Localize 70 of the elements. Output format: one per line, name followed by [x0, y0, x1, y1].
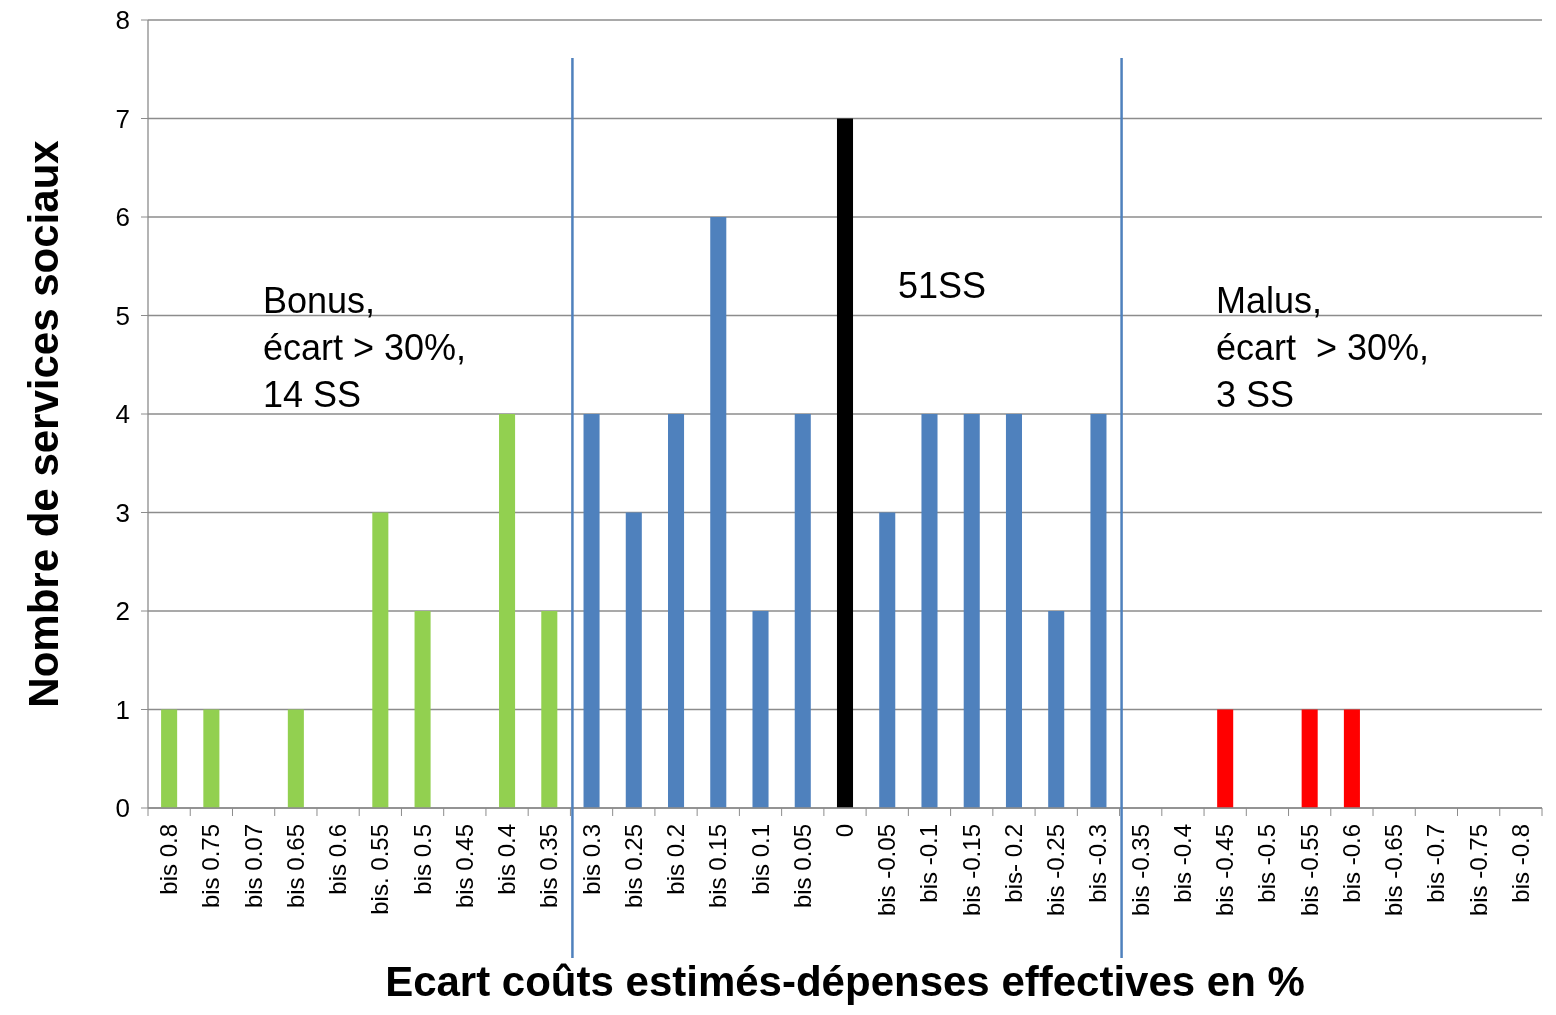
x-tick-label: bis -0.05: [873, 824, 901, 917]
bar: [541, 611, 558, 808]
x-tick-label: bis 0.8: [155, 824, 183, 895]
x-axis-title: Ecart coûts estimés-dépenses effectives en %: [385, 958, 1305, 1005]
x-tick-label: bis. 0.55: [366, 824, 394, 915]
annotation: Bonus, écart > 30%, 14 SS: [263, 280, 467, 415]
annotation: 51SS: [898, 265, 987, 306]
bar: [583, 414, 600, 808]
bar: [161, 709, 178, 808]
x-tick-label: bis -0.45: [1211, 824, 1239, 917]
bar: [794, 414, 811, 808]
x-tick-label: bis -0.75: [1464, 824, 1492, 917]
bar: [372, 512, 389, 808]
x-tick-label: bis -0.4: [1168, 824, 1196, 903]
x-tick-label: bis -0.25: [1042, 824, 1070, 917]
x-tick-label: bis -0.65: [1380, 824, 1408, 917]
x-tick-label: bis 0.3: [577, 824, 605, 895]
bar: [1217, 709, 1234, 808]
y-tick-label: 4: [115, 399, 130, 430]
x-tick-label: bis 0.35: [535, 824, 563, 909]
y-tick-label: 7: [115, 103, 130, 134]
x-tick-label: bis -0.8: [1506, 824, 1534, 903]
bar: [836, 118, 854, 808]
y-tick-label: 5: [115, 300, 130, 331]
bar: [1301, 709, 1318, 808]
y-tick-label: 6: [115, 202, 130, 233]
x-tick-label: bis 0.65: [281, 824, 309, 909]
bar: [1005, 414, 1022, 808]
x-tick-label: bis 0.75: [197, 824, 225, 909]
x-tick-label: bis- 0.2: [999, 824, 1027, 903]
bar: [287, 709, 304, 808]
bar: [921, 414, 938, 808]
x-tick-label: bis 0.45: [450, 824, 478, 909]
x-tick-label: bis -0.35: [1126, 824, 1154, 917]
x-tick-label: bis 0.4: [493, 824, 521, 895]
y-tick-label: 2: [115, 596, 130, 627]
bar: [414, 611, 431, 808]
bar: [963, 414, 980, 808]
x-tick-label: bis -0.7: [1422, 824, 1450, 903]
x-tick-label: bis 0.07: [239, 824, 267, 909]
bar: [1343, 709, 1360, 808]
bar: [625, 512, 642, 808]
x-tick-label: bis 0.6: [324, 824, 352, 895]
annotation: Malus, écart > 30%, 3 SS: [1216, 280, 1430, 415]
x-tick-label: bis 0.05: [788, 824, 816, 909]
bar: [879, 512, 896, 808]
x-tick-label: 0: [831, 824, 858, 838]
x-tick-label: bis 0.25: [619, 824, 647, 909]
bar: [203, 709, 220, 808]
bar: [710, 217, 727, 808]
x-tick-label: bis 0.1: [746, 824, 774, 895]
x-tick-label: bis -0.1: [915, 824, 943, 903]
x-tick-label: bis 0.5: [408, 824, 436, 895]
bar: [1090, 414, 1107, 808]
bar: [499, 414, 516, 808]
y-tick-label: 8: [115, 5, 130, 36]
x-tick-label: bis -0.15: [957, 824, 985, 917]
x-tick-label: bis 0.2: [662, 824, 690, 895]
bar: [752, 611, 769, 808]
y-tick-label: 0: [115, 793, 130, 824]
y-tick-label: 3: [115, 497, 130, 528]
bar: [1048, 611, 1065, 808]
x-tick-label: bis -0.3: [1084, 824, 1112, 903]
x-tick-label: bis -0.55: [1295, 824, 1323, 917]
y-tick-label: 1: [115, 694, 130, 725]
x-tick-label: bis -0.5: [1253, 824, 1281, 903]
y-axis-title: Nombre de services sociaux: [20, 139, 67, 708]
x-tick-label: bis 0.15: [704, 824, 732, 909]
bar: [668, 414, 685, 808]
x-tick-label: bis -0.6: [1337, 824, 1365, 903]
